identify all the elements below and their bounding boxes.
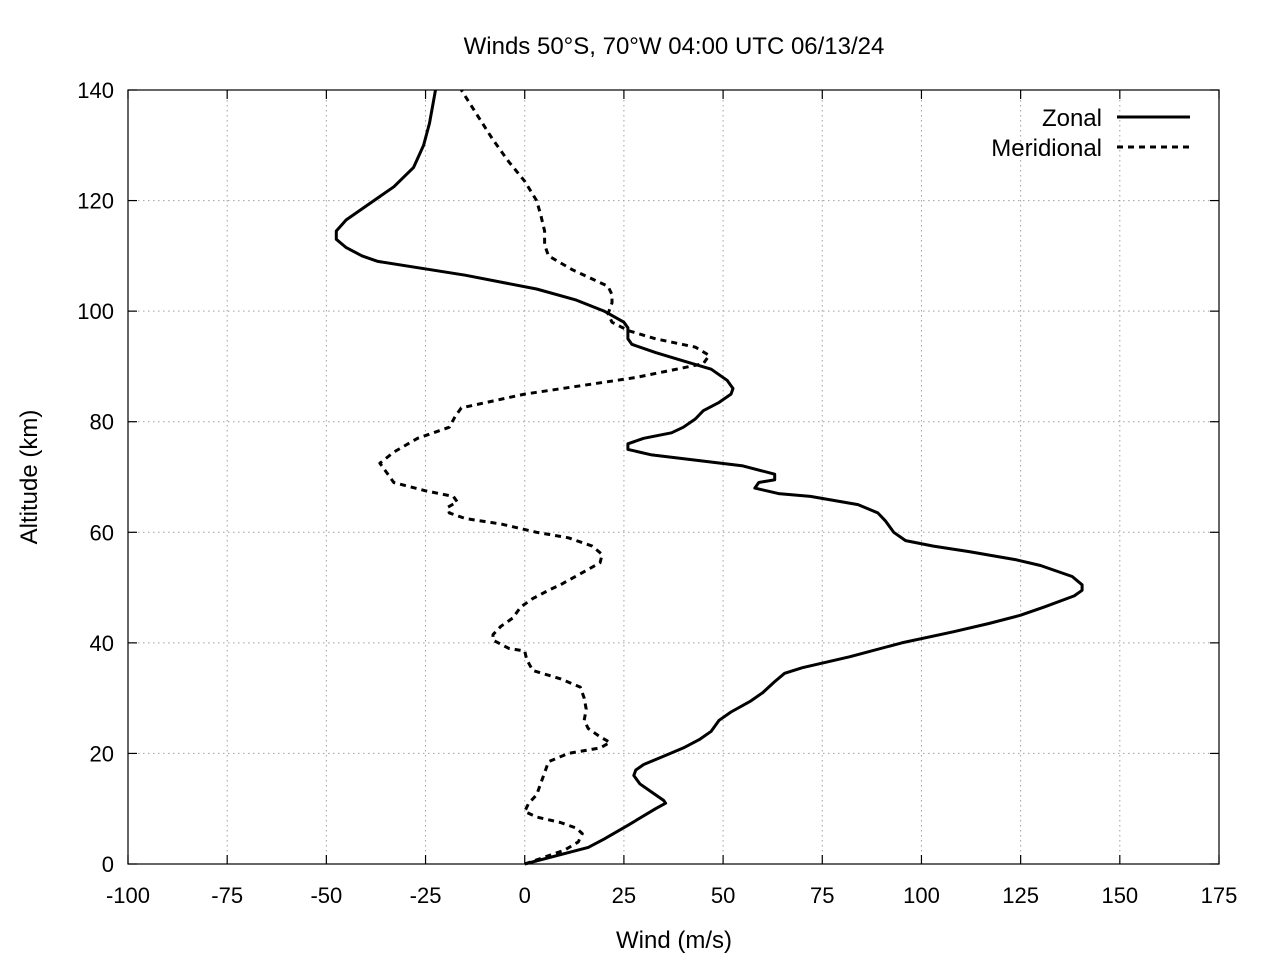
x-axis-title: Wind (m/s) — [616, 927, 732, 954]
grid-lines — [128, 90, 1219, 864]
y-tick-label: 120 — [77, 189, 114, 214]
y-tick-label: 20 — [90, 741, 114, 766]
x-tick-label: -50 — [310, 883, 342, 908]
legend: Zonal Meridional — [991, 105, 1190, 162]
legend-label-meridional: Meridional — [991, 135, 1102, 162]
x-tick-label: -75 — [211, 883, 243, 908]
chart-title: Winds 50°S, 70°W 04:00 UTC 06/13/24 — [464, 33, 885, 60]
y-tick-label: 40 — [90, 631, 114, 656]
y-tick-label: 100 — [77, 299, 114, 324]
x-tick-label: 75 — [810, 883, 834, 908]
y-tick-label: 0 — [102, 852, 114, 877]
meridional-series-line — [378, 89, 711, 866]
x-tick-label: 100 — [903, 883, 940, 908]
x-tick-label: 150 — [1101, 883, 1138, 908]
x-tick-label: 25 — [612, 883, 636, 908]
y-tick-label: 140 — [77, 78, 114, 103]
series-layer — [334, 89, 1084, 866]
x-tick-label: 175 — [1201, 883, 1238, 908]
x-tick-label: -100 — [106, 883, 150, 908]
x-tick-label: 125 — [1002, 883, 1039, 908]
y-tick-label: 80 — [90, 410, 114, 435]
zonal-series-line — [334, 89, 1084, 866]
legend-label-zonal: Zonal — [1042, 105, 1102, 132]
plot-frame — [127, 89, 1220, 865]
x-axis: -100 -75 -50 -25 0 25 50 75 100 125 150 175 — [106, 90, 1237, 908]
x-tick-label: 0 — [519, 883, 531, 908]
y-tick-label: 60 — [90, 520, 114, 545]
y-axis: 0 20 40 60 80 100 120 140 — [77, 78, 1219, 877]
x-tick-label: -25 — [410, 883, 442, 908]
x-tick-label: 50 — [711, 883, 735, 908]
y-axis-title: Altitude (km) — [16, 410, 43, 545]
